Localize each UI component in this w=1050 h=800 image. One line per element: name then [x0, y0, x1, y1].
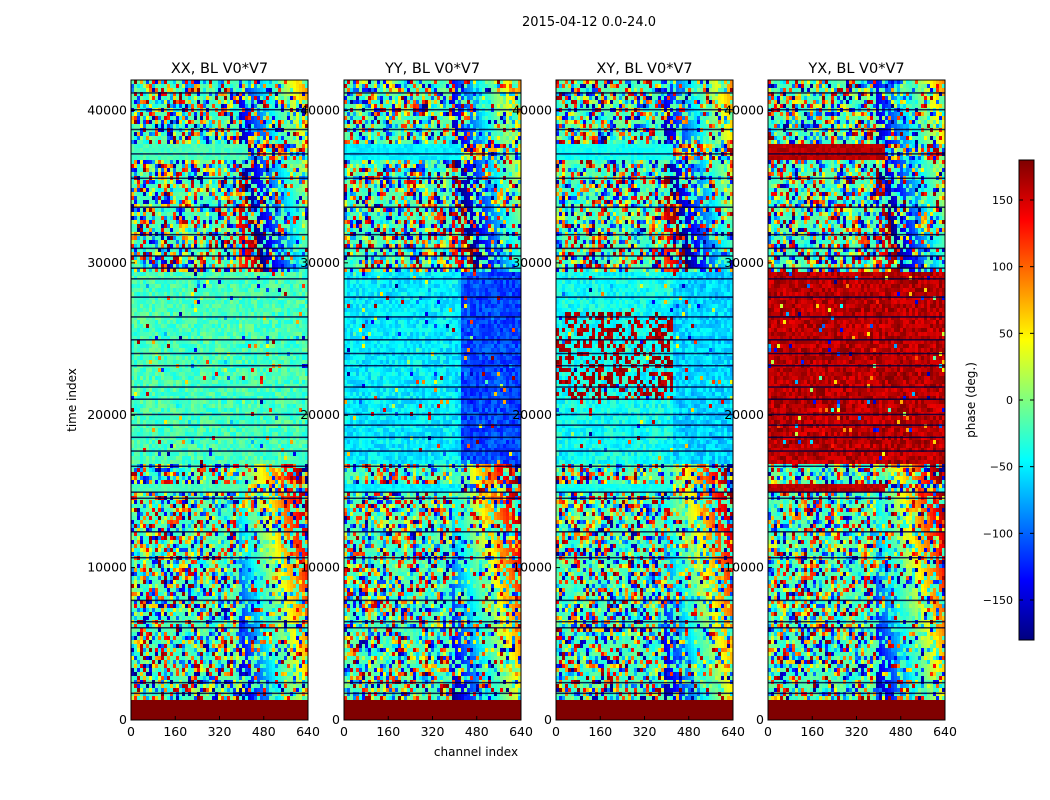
colorbar-tick-label: −50 — [990, 461, 1013, 474]
colorbar-tick-label: 100 — [992, 261, 1013, 274]
x-tick-label: 480 — [465, 724, 489, 739]
x-tick-label: 320 — [845, 724, 869, 739]
y-tick-label: 20000 — [512, 407, 552, 422]
y-tick-label: 30000 — [512, 255, 552, 270]
panel-title: YY, BL V0*V7 — [384, 61, 480, 77]
y-tick-label: 30000 — [300, 255, 340, 270]
panel-title: YX, BL V0*V7 — [807, 61, 904, 77]
colorbar-tick-label: 50 — [999, 327, 1013, 340]
panel-2: YY, BL V0*V7 0 160 320 480 640 0 10000 20000 3000… — [300, 61, 533, 739]
colorbar-tick-label: 0 — [1006, 394, 1013, 407]
colorbar: phase (deg.) 150 100 50 0 −50 −100 −150 — [964, 159, 1035, 641]
x-tick-label: 640 — [296, 724, 320, 739]
colorbar-tick-label: −150 — [983, 594, 1013, 607]
phase-image — [768, 80, 945, 720]
panel-1: XX, BL V0*V7 0 160 320 480 640 0 10000 20000 3000… — [87, 61, 320, 739]
y-tick-label: 40000 — [512, 102, 552, 117]
y-tick-label: 10000 — [512, 560, 552, 575]
x-axis-label: channel index — [434, 745, 518, 759]
x-tick-label: 0 — [127, 724, 135, 739]
x-tick-label: 0 — [340, 724, 348, 739]
panel-3: XY, BL V0*V7 0 160 320 480 640 0 10000 20000 3000… — [512, 61, 745, 739]
y-tick-label: 0 — [544, 712, 552, 727]
x-tick-label: 480 — [677, 724, 701, 739]
x-tick-label: 320 — [421, 724, 445, 739]
figure-title: 2015-04-12 0.0-24.0 — [522, 15, 656, 30]
y-axis-label: time index — [65, 368, 79, 432]
y-tick-label: 0 — [332, 712, 340, 727]
y-tick-label: 40000 — [724, 102, 764, 117]
x-tick-label: 160 — [376, 724, 400, 739]
panels: XX, BL V0*V7 0 160 320 480 640 0 10000 20000 3000… — [87, 61, 957, 739]
panel-title: XX, BL V0*V7 — [171, 61, 268, 77]
x-tick-label: 160 — [588, 724, 612, 739]
x-tick-label: 640 — [933, 724, 957, 739]
x-tick-label: 640 — [721, 724, 745, 739]
y-tick-label: 10000 — [724, 560, 764, 575]
panel-4: YX, BL V0*V7 0 160 320 480 640 0 10000 20000 3000… — [724, 61, 957, 739]
x-tick-label: 480 — [889, 724, 913, 739]
colorbar-label: phase (deg.) — [964, 362, 978, 438]
y-tick-label: 0 — [756, 712, 764, 727]
panel-title: XY, BL V0*V7 — [596, 61, 692, 77]
y-tick-label: 40000 — [87, 102, 127, 117]
x-tick-label: 160 — [163, 724, 187, 739]
phase-image — [131, 80, 308, 720]
y-tick-label: 20000 — [87, 407, 127, 422]
x-tick-label: 0 — [764, 724, 772, 739]
y-tick-label: 40000 — [300, 102, 340, 117]
x-tick-label: 0 — [552, 724, 560, 739]
phase-image — [344, 80, 521, 720]
y-tick-label: 20000 — [724, 407, 764, 422]
y-tick-label: 10000 — [87, 560, 127, 575]
x-tick-label: 640 — [509, 724, 533, 739]
x-tick-label: 160 — [800, 724, 824, 739]
x-tick-label: 320 — [633, 724, 657, 739]
x-tick-label: 480 — [252, 724, 276, 739]
colorbar-tick-label: 150 — [992, 194, 1013, 207]
y-tick-label: 20000 — [300, 407, 340, 422]
x-tick-label: 320 — [208, 724, 232, 739]
y-tick-label: 30000 — [724, 255, 764, 270]
phase-image — [556, 80, 733, 720]
y-tick-label: 10000 — [300, 560, 340, 575]
colorbar-tick-label: −100 — [983, 527, 1013, 540]
y-tick-label: 0 — [119, 712, 127, 727]
y-tick-label: 30000 — [87, 255, 127, 270]
